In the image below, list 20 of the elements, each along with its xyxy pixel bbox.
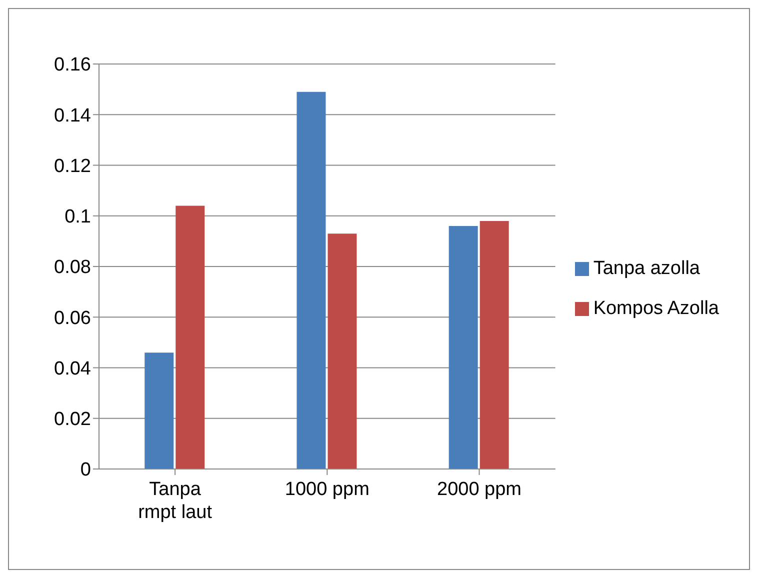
bar (328, 234, 357, 469)
y-tick-label: 0.14 (54, 105, 92, 126)
y-tick-label: 0.06 (54, 308, 91, 329)
legend-label: Tanpa azolla (593, 258, 700, 279)
bar (296, 92, 326, 469)
bar (448, 226, 478, 469)
legend-label: Kompos Azolla (593, 298, 719, 319)
bar (144, 352, 174, 469)
y-tick-label: 0.12 (54, 156, 91, 177)
x-tick-label: Tanpa rmpt laut (138, 479, 213, 523)
y-tick-label: 0.16 (54, 54, 91, 76)
bar (176, 206, 205, 469)
y-tick-label: 0.08 (54, 257, 91, 278)
y-tick-label: 0.1 (64, 206, 91, 228)
bar (480, 220, 509, 469)
y-tick-label: 0.04 (54, 358, 92, 380)
x-tick-label: 1000 ppm (284, 479, 370, 500)
y-tick-label: 0 (80, 460, 91, 481)
x-tick-label: 2000 ppm (437, 479, 522, 500)
y-tick-label: 0.02 (54, 409, 91, 430)
